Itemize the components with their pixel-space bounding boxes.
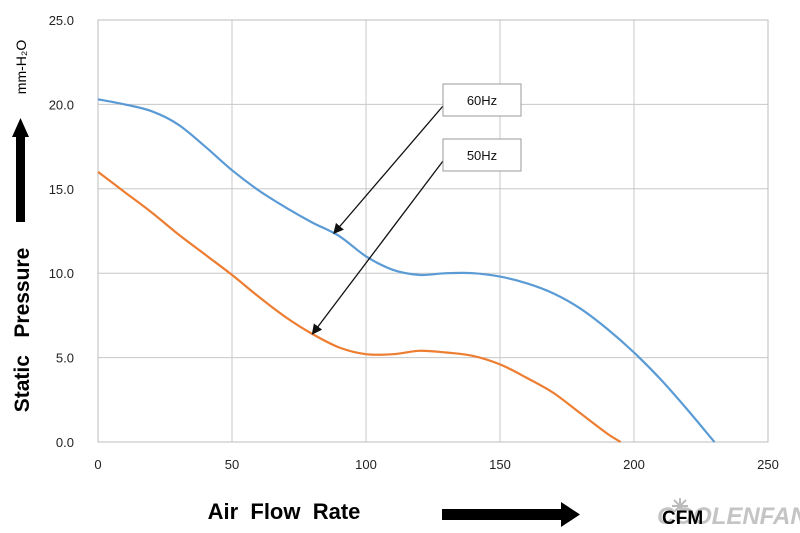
x-tick-label: 250 bbox=[757, 457, 779, 472]
y-tick-labels: 0.0 5.0 10.0 15.0 20.0 25.0 bbox=[49, 13, 74, 450]
y-tick-label: 15.0 bbox=[49, 182, 74, 197]
callout-label: 50Hz bbox=[467, 148, 497, 163]
brand-watermark: COOLENFAN bbox=[657, 498, 800, 530]
x-axis-bar bbox=[442, 509, 562, 520]
x-axis-title: Air Flow Rate bbox=[208, 499, 361, 524]
callout-box bbox=[442, 138, 522, 172]
callout-box bbox=[442, 83, 522, 117]
y-axis-title: Static Pressure bbox=[11, 248, 34, 413]
x-axis-arrowhead bbox=[561, 502, 580, 527]
grid-lines bbox=[97, 19, 769, 443]
y-axis-unit: mm-H₂O bbox=[13, 40, 29, 95]
series-line-50hz bbox=[97, 171, 622, 443]
fan-logo-icon bbox=[672, 498, 688, 514]
x-tick-label: 200 bbox=[623, 457, 645, 472]
y-axis-title-group: Static Pressure mm-H₂O bbox=[11, 40, 34, 413]
series-layer bbox=[97, 98, 716, 443]
x-axis-title-group: Air Flow Rate bbox=[208, 499, 580, 527]
brand-watermark-text: COOLENFAN bbox=[657, 503, 800, 530]
y-axis-bar bbox=[16, 136, 25, 222]
y-axis-arrowhead bbox=[12, 118, 29, 137]
callouts: 60Hz 50Hz bbox=[311, 83, 522, 335]
plot-frame bbox=[97, 19, 769, 443]
y-tick-label: 25.0 bbox=[49, 13, 74, 28]
y-tick-label: 5.0 bbox=[56, 351, 74, 366]
x-tick-labels: 0 50 100 150 200 250 bbox=[94, 457, 778, 472]
x-tick-label: 50 bbox=[225, 457, 239, 472]
y-tick-label: 0.0 bbox=[56, 435, 74, 450]
x-tick-label: 100 bbox=[355, 457, 377, 472]
x-tick-label: 0 bbox=[94, 457, 101, 472]
callout-arrow bbox=[311, 160, 444, 335]
x-tick-label: 150 bbox=[489, 457, 511, 472]
callout-arrow bbox=[333, 105, 444, 235]
x-axis-unit: CFM bbox=[662, 508, 703, 529]
y-tick-label: 10.0 bbox=[49, 266, 74, 281]
y-tick-label: 20.0 bbox=[49, 97, 74, 112]
plot-border bbox=[97, 19, 769, 443]
series-line-60hz bbox=[97, 98, 716, 443]
callout-label: 60Hz bbox=[467, 93, 497, 108]
